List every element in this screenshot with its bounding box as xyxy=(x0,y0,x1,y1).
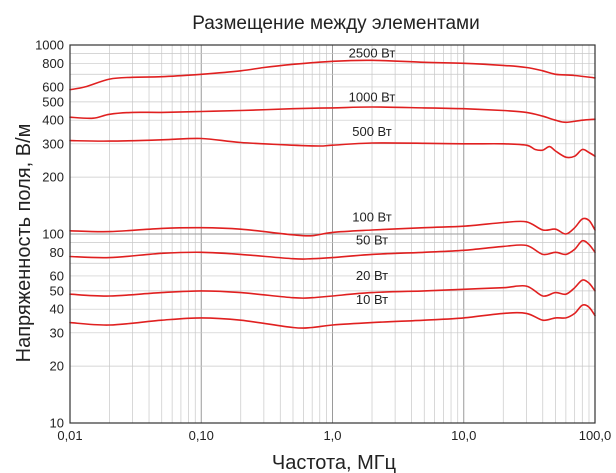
series-labels: 2500 Вт 1000 Вт 500 Вт 100 Вт 50 Вт 20 Вт 10 В… xyxy=(349,45,396,307)
chart-title: Размещение между элементами xyxy=(192,13,479,34)
series-line xyxy=(69,59,596,91)
series-line xyxy=(69,239,596,260)
y-tick-label: 400 xyxy=(42,113,64,128)
x-axis-label: Частота, МГц xyxy=(272,452,396,473)
y-tick-label: 50 xyxy=(50,283,64,298)
y-tick-label: 20 xyxy=(50,359,64,374)
y-tick-label: 300 xyxy=(42,136,64,151)
series-curves xyxy=(69,59,596,329)
x-tick-label: 0,01 xyxy=(57,428,82,443)
y-tick-label: 30 xyxy=(50,325,64,340)
series-label: 500 Вт xyxy=(352,124,392,139)
y-tick-label: 100 xyxy=(42,227,64,242)
y-tick-label: 600 xyxy=(42,79,64,94)
y-tick-label: 800 xyxy=(42,56,64,71)
y-axis-label: Напряженность поля, В/м xyxy=(13,124,35,363)
series-label: 20 Вт xyxy=(356,268,388,283)
x-tick-label: 100,0 xyxy=(579,428,612,443)
series-label: 100 Вт xyxy=(352,210,392,225)
y-tick-label: 60 xyxy=(50,268,64,283)
series-label: 10 Вт xyxy=(356,292,388,307)
series-line xyxy=(69,106,596,124)
y-tick-label: 200 xyxy=(42,170,64,185)
grid xyxy=(69,45,595,424)
series-label: 50 Вт xyxy=(356,232,388,247)
plot-frame xyxy=(69,44,596,424)
series-line xyxy=(69,304,596,329)
y-tick-label: 500 xyxy=(42,94,64,109)
series-line xyxy=(69,279,596,299)
series-label: 2500 Вт xyxy=(349,45,396,60)
series-line xyxy=(69,217,596,237)
series-line xyxy=(69,137,596,159)
y-tick-label: 10 xyxy=(50,416,64,431)
y-tick-label: 40 xyxy=(50,302,64,317)
x-tick-label: 1,0 xyxy=(323,428,341,443)
y-tick-label: 80 xyxy=(50,245,64,260)
series-label: 1000 Вт xyxy=(349,89,396,104)
x-tick-label: 0,10 xyxy=(189,428,214,443)
y-tick-label: 1000 xyxy=(35,38,64,53)
x-tick-label: 10,0 xyxy=(451,428,476,443)
